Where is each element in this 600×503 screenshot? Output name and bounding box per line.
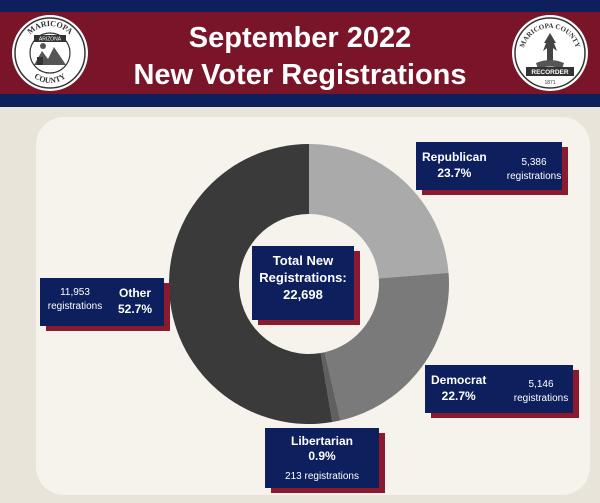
- republican-percent: 23.7%: [437, 166, 472, 180]
- center-label-line2: Registrations:: [259, 270, 347, 285]
- libertarian-percent: 0.9%: [308, 449, 336, 463]
- democrat-callout: Democrat 22.7% 5,146 registrations: [425, 365, 579, 418]
- republican-unit: registrations: [506, 171, 562, 182]
- svg-text:COUNTY: COUNTY: [33, 71, 68, 85]
- title-line-1: September 2022: [188, 22, 412, 54]
- libertarian-name: Libertarian: [290, 434, 353, 448]
- maricopa-county-seal: MARICOPA COUNTY ARIZONA: [12, 15, 88, 91]
- slice-republican: [309, 144, 449, 279]
- libertarian-callout: Libertarian 0.9% 213 registrations: [265, 428, 385, 493]
- democrat-count: 5,146: [528, 379, 554, 390]
- center-total-callout: Total New Registrations: 22,698: [252, 246, 360, 325]
- slice-democrat: [324, 272, 449, 421]
- header-band: [0, 12, 600, 94]
- seal-inner-text: ARIZONA: [39, 37, 62, 43]
- title-line-2: New Voter Registrations: [133, 59, 467, 91]
- center-total-value: 22,698: [283, 287, 323, 302]
- other-callout: 11,953 registrations Other 52.7%: [40, 278, 170, 331]
- page-title: September 2022 New Voter Registrations: [100, 20, 500, 94]
- county-recorder-seal: MARICOPA COUNTY RECORDER 1871: [512, 15, 588, 91]
- democrat-name: Democrat: [431, 373, 487, 387]
- recorder-year-text: 1871: [544, 80, 555, 86]
- other-percent: 52.7%: [118, 302, 153, 316]
- other-count: 11,953: [60, 287, 90, 298]
- democrat-unit: registrations: [513, 393, 569, 404]
- republican-name: Republican: [422, 150, 487, 164]
- republican-count: 5,386: [521, 157, 547, 168]
- slice-libertarian: [320, 352, 341, 423]
- seal-bottom-text: COUNTY: [33, 71, 68, 85]
- democrat-percent: 22.7%: [441, 389, 476, 403]
- slice-other: [168, 144, 333, 424]
- libertarian-count: 213 registrations: [285, 471, 359, 482]
- other-unit: registrations: [47, 301, 103, 312]
- recorder-banner-text: RECORDER: [531, 69, 569, 76]
- center-label-line1: Total New: [272, 253, 334, 268]
- republican-callout: Republican 23.7% 5,386 registrations: [416, 142, 568, 195]
- other-name: Other: [119, 286, 152, 300]
